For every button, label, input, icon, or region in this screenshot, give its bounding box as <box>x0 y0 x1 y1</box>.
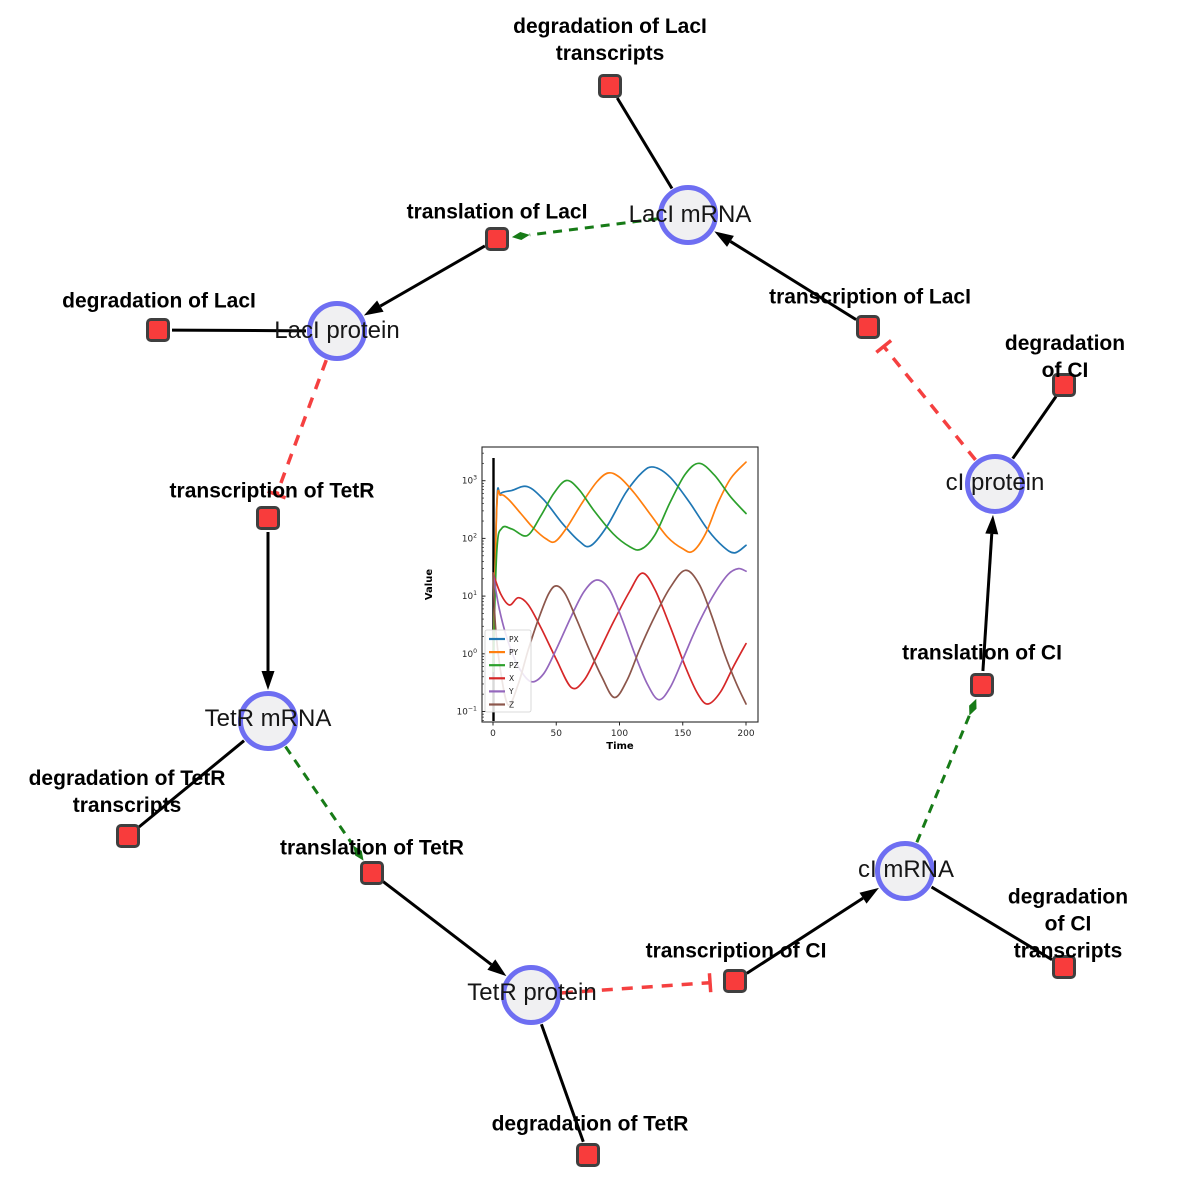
legend-label-PY: PY <box>509 648 518 657</box>
edge-transcr_ci-ci_mrna <box>745 887 879 975</box>
reaction-node-transcription-ci[interactable] <box>723 969 747 993</box>
edge-ci_protein-deg_ci <box>1011 395 1058 460</box>
reaction-node-degradation-ci-transcripts[interactable] <box>1052 955 1076 979</box>
species-node-laci-protein[interactable] <box>307 301 367 361</box>
legend-label-PZ: PZ <box>509 661 519 670</box>
legend-label-Y: Y <box>508 687 514 696</box>
chart-series-X <box>492 572 747 705</box>
legend-label-X: X <box>509 674 514 683</box>
reaction-node-degradation-tetr-transcripts[interactable] <box>116 824 140 848</box>
svg-text:101: 101 <box>462 590 477 602</box>
svg-text:0: 0 <box>490 729 496 739</box>
legend-label-PX: PX <box>509 635 519 644</box>
species-node-tetr-protein[interactable] <box>501 965 561 1025</box>
svg-text:150: 150 <box>674 729 691 739</box>
edge-tetr_mrna-deg_tetr_tx <box>137 739 245 829</box>
edge-tetr_protein-deg_tetr <box>539 1023 585 1143</box>
reaction-node-transcription-tetr[interactable] <box>256 506 280 530</box>
legend-label-Z: Z <box>509 700 514 709</box>
inset-timeseries-chart: 10−1 100 101 102 103 0 50 100 150 200 Time Value PX P… <box>420 433 785 768</box>
species-node-laci-mrna[interactable] <box>658 185 718 245</box>
reaction-node-degradation-laci-transcripts[interactable] <box>598 74 622 98</box>
edge-laci_mrna-deg_laci_tx <box>615 97 674 190</box>
edge-laci_protein-transcr_tetr <box>267 359 328 500</box>
chart-legend: PX PY PZ XYZ <box>484 629 532 713</box>
reaction-node-transcription-laci[interactable] <box>856 315 880 339</box>
reaction-node-translation-tetr[interactable] <box>360 861 384 885</box>
species-node-ci-mrna[interactable] <box>875 841 935 901</box>
edge-laci_mrna-transl_laci <box>511 217 658 240</box>
chart-ylabel: Value <box>424 569 435 600</box>
svg-text:100: 100 <box>462 648 477 660</box>
edge-tetr_protein-transcr_ci <box>561 973 713 995</box>
species-node-ci-protein[interactable] <box>965 454 1025 514</box>
svg-text:200: 200 <box>737 729 754 739</box>
reaction-node-degradation-ci[interactable] <box>1052 373 1076 397</box>
svg-text:50: 50 <box>551 729 563 739</box>
reaction-node-degradation-tetr[interactable] <box>576 1143 600 1167</box>
svg-text:103: 103 <box>462 475 477 487</box>
edge-tetr_mrna-transl_tetr <box>284 745 364 861</box>
edge-transl_laci-laci_protein <box>363 244 486 316</box>
edge-transl_tetr-tetr_protein <box>382 880 507 977</box>
edge-transl_ci-ci_protein <box>981 514 999 672</box>
svg-text:100: 100 <box>611 729 628 739</box>
edge-transcr_tetr-tetr_mrna <box>261 532 275 690</box>
edge-transcr_laci-laci_mrna <box>714 231 857 321</box>
species-node-tetr-mrna[interactable] <box>238 691 298 751</box>
reaction-node-degradation-laci[interactable] <box>146 318 170 342</box>
edge-ci_mrna-deg_ci_tx <box>930 885 1053 962</box>
chart-xlabel: Time <box>606 741 634 752</box>
chart-series-PZ <box>492 462 747 673</box>
edge-ci_protein-transcr_laci <box>875 339 977 461</box>
reaction-node-translation-ci[interactable] <box>970 673 994 697</box>
svg-text:102: 102 <box>462 532 477 544</box>
edge-laci_protein-deg_laci <box>171 328 307 333</box>
edge-ci_mrna-transl_ci <box>915 698 977 843</box>
svg-text:10−1: 10−1 <box>457 706 477 718</box>
reaction-node-translation-laci[interactable] <box>485 227 509 251</box>
chart-series-PY <box>492 461 747 673</box>
